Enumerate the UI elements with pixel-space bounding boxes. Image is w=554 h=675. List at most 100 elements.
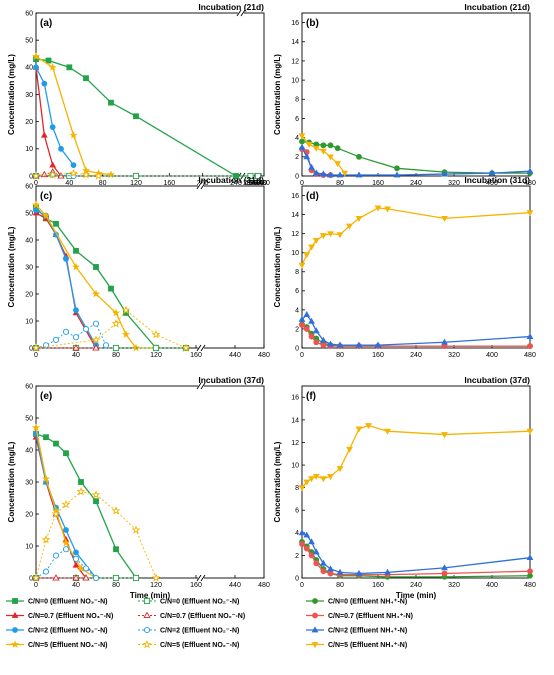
data-point	[72, 574, 80, 581]
data-point	[308, 333, 315, 340]
x-tick-label: 480	[258, 352, 270, 359]
data-point	[320, 170, 327, 177]
data-point	[76, 486, 86, 496]
data-point	[327, 565, 334, 572]
data-point	[78, 479, 84, 485]
x-tick-label: 120	[130, 180, 142, 187]
data-point	[336, 568, 344, 575]
y-tick-label: 0	[295, 575, 299, 582]
data-point	[298, 529, 306, 536]
data-point	[247, 172, 254, 180]
y-tick-label: 12	[291, 58, 299, 65]
data-point	[327, 340, 334, 347]
y-tick-label: 4	[295, 307, 299, 314]
panel-label: (f)	[306, 391, 316, 402]
data-point	[308, 476, 315, 483]
axis-break-mask	[198, 184, 204, 188]
legend-entry: C/N=2 (Effluent NH₄⁺-N)	[306, 626, 407, 635]
series-line	[301, 313, 531, 346]
data-point	[393, 171, 401, 178]
legend-label: C/N=0 (Effluent NH₄⁺-N)	[328, 599, 407, 606]
data-point	[73, 549, 79, 556]
data-point	[181, 343, 191, 352]
data-point	[312, 169, 320, 176]
data-point	[526, 210, 534, 217]
panel-title: Incubation (37d)	[198, 375, 264, 385]
legend-label: C/N=0.7 (Effluent NH₄⁺-N)	[328, 613, 413, 620]
x-tick-label: 0	[300, 582, 304, 589]
data-point	[69, 168, 78, 178]
data-point	[303, 326, 310, 332]
data-point	[66, 64, 73, 71]
legend-label: C/N=5 (Effluent NO₂⁻-N)	[160, 642, 239, 649]
data-point	[73, 247, 79, 254]
legend-marker	[12, 627, 18, 633]
series-no2_5	[31, 486, 161, 582]
series-nh4_5	[298, 205, 534, 269]
data-point	[303, 252, 311, 259]
data-point	[52, 574, 60, 581]
axis-break-mark	[236, 9, 242, 17]
axis-break-mark	[196, 382, 202, 390]
series-no2_07	[32, 574, 90, 581]
axis-break-mask	[198, 346, 204, 350]
data-point	[312, 473, 320, 480]
axis-break-mark	[196, 182, 202, 190]
data-point	[336, 466, 344, 473]
legend-label: C/N=2 (Effluent NO₂⁻-N)	[160, 628, 239, 635]
legend-entry: C/N=0.7 (Effluent NO₃⁻-N)	[6, 611, 113, 620]
series-no2_5	[31, 168, 103, 180]
x-tick-label: 240	[410, 180, 422, 187]
x-tick-label: 200	[197, 180, 209, 187]
legend-entry: C/N=0.7 (Effluent NO₂⁻-N)	[138, 611, 245, 620]
legend-label: C/N=0.7 (Effluent NO₂⁻-N)	[160, 613, 245, 620]
data-point	[312, 237, 320, 244]
data-point	[327, 231, 334, 238]
legend-entry: C/N=0.7 (Effluent NH₄⁺-N)	[306, 612, 413, 620]
x-tick-label: 0	[300, 180, 304, 187]
panel-title: Incubation (21d)	[198, 2, 264, 12]
data-point	[121, 330, 131, 338]
data-point	[33, 64, 39, 71]
data-point	[327, 570, 334, 577]
data-point	[61, 538, 71, 547]
series-nh4_5	[298, 423, 534, 492]
data-point	[299, 322, 305, 329]
data-point	[355, 341, 363, 348]
data-point	[112, 344, 120, 352]
y-tick-label: 60	[25, 10, 33, 17]
x-tick-label: 160	[372, 582, 384, 589]
y-tick-label: 50	[25, 415, 33, 422]
y-tick-label: 8	[295, 485, 299, 492]
series-no3_5	[31, 200, 161, 352]
data-point	[132, 574, 140, 582]
plot-frame	[301, 385, 531, 579]
series-line	[301, 323, 530, 347]
y-tick-label: 0	[29, 173, 33, 180]
y-tick-label: 10	[291, 462, 299, 469]
data-point	[113, 546, 119, 553]
data-point	[334, 161, 341, 168]
plot-frame	[35, 12, 265, 177]
data-point	[70, 162, 77, 169]
data-point	[72, 344, 80, 351]
panel-title: Incubation (31d)	[464, 175, 530, 185]
series-line	[35, 309, 187, 349]
data-point	[71, 262, 81, 271]
axis-break-mask	[238, 11, 244, 15]
data-point	[53, 440, 59, 447]
axis-break-mark	[196, 574, 202, 582]
y-tick-label: 8	[295, 269, 299, 276]
data-point	[488, 169, 496, 176]
data-point	[308, 163, 315, 170]
legend-entry: C/N=5 (Effluent NH₄⁺-N)	[306, 642, 407, 649]
x-axis-label: Time (min)	[396, 591, 437, 600]
data-point	[355, 426, 363, 433]
data-point	[320, 342, 327, 349]
panel-title: Incubation (21d)	[464, 2, 530, 12]
x-tick-label: 240	[230, 180, 242, 187]
x-tick-label: 400	[486, 180, 498, 187]
x-tick-label: 400	[252, 180, 264, 187]
